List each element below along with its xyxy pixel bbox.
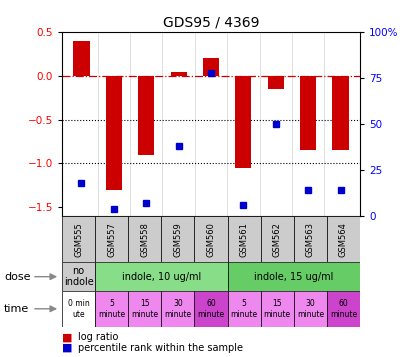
Bar [62, 216, 95, 262]
Text: GSM555: GSM555 [74, 222, 83, 257]
Bar [95, 291, 128, 327]
Bar [327, 291, 360, 327]
Bar [300, 76, 316, 150]
Text: GSM563: GSM563 [306, 222, 315, 257]
Text: time: time [4, 304, 29, 314]
Text: 5
minute: 5 minute [98, 299, 125, 318]
Text: GSM561: GSM561 [240, 222, 249, 257]
Text: GSM564: GSM564 [339, 222, 348, 257]
Bar [268, 76, 284, 89]
Bar [194, 216, 228, 262]
Title: GDS95 / 4369: GDS95 / 4369 [163, 16, 259, 30]
Text: 30
minute: 30 minute [297, 299, 324, 318]
Text: GSM558: GSM558 [140, 222, 149, 257]
Text: 60
minute: 60 minute [330, 299, 357, 318]
Text: 5
minute: 5 minute [230, 299, 258, 318]
Bar [95, 262, 228, 291]
Bar [106, 76, 122, 190]
Bar [161, 291, 194, 327]
Bar [62, 262, 95, 291]
Text: dose: dose [4, 272, 30, 282]
Bar [161, 216, 194, 262]
Bar [235, 76, 252, 168]
Text: log ratio: log ratio [78, 332, 118, 342]
Bar [327, 216, 360, 262]
Bar [95, 216, 128, 262]
Text: GSM557: GSM557 [107, 222, 116, 257]
Bar [62, 291, 95, 327]
Bar [228, 291, 261, 327]
Bar [261, 216, 294, 262]
Bar [203, 59, 219, 76]
Bar [228, 216, 261, 262]
Bar [294, 216, 327, 262]
Text: ■: ■ [62, 332, 72, 342]
Text: percentile rank within the sample: percentile rank within the sample [78, 343, 243, 353]
Text: ■: ■ [62, 343, 72, 353]
Bar [294, 291, 327, 327]
Bar [261, 291, 294, 327]
Text: 15
minute: 15 minute [264, 299, 291, 318]
Bar [128, 216, 161, 262]
Bar [332, 76, 349, 150]
Text: indole, 15 ug/ml: indole, 15 ug/ml [254, 272, 334, 282]
Text: 0 min
ute: 0 min ute [68, 299, 90, 318]
Bar [194, 291, 228, 327]
Text: GSM560: GSM560 [206, 222, 216, 257]
Bar [170, 71, 187, 76]
Bar [138, 76, 154, 155]
Bar [73, 41, 90, 76]
Text: GSM559: GSM559 [173, 222, 182, 257]
Text: no
indole: no indole [64, 266, 94, 287]
Text: 15
minute: 15 minute [131, 299, 158, 318]
Text: indole, 10 ug/ml: indole, 10 ug/ml [122, 272, 201, 282]
Bar [128, 291, 161, 327]
Text: 60
minute: 60 minute [198, 299, 224, 318]
Text: 30
minute: 30 minute [164, 299, 192, 318]
Text: GSM562: GSM562 [273, 222, 282, 257]
Bar [228, 262, 360, 291]
